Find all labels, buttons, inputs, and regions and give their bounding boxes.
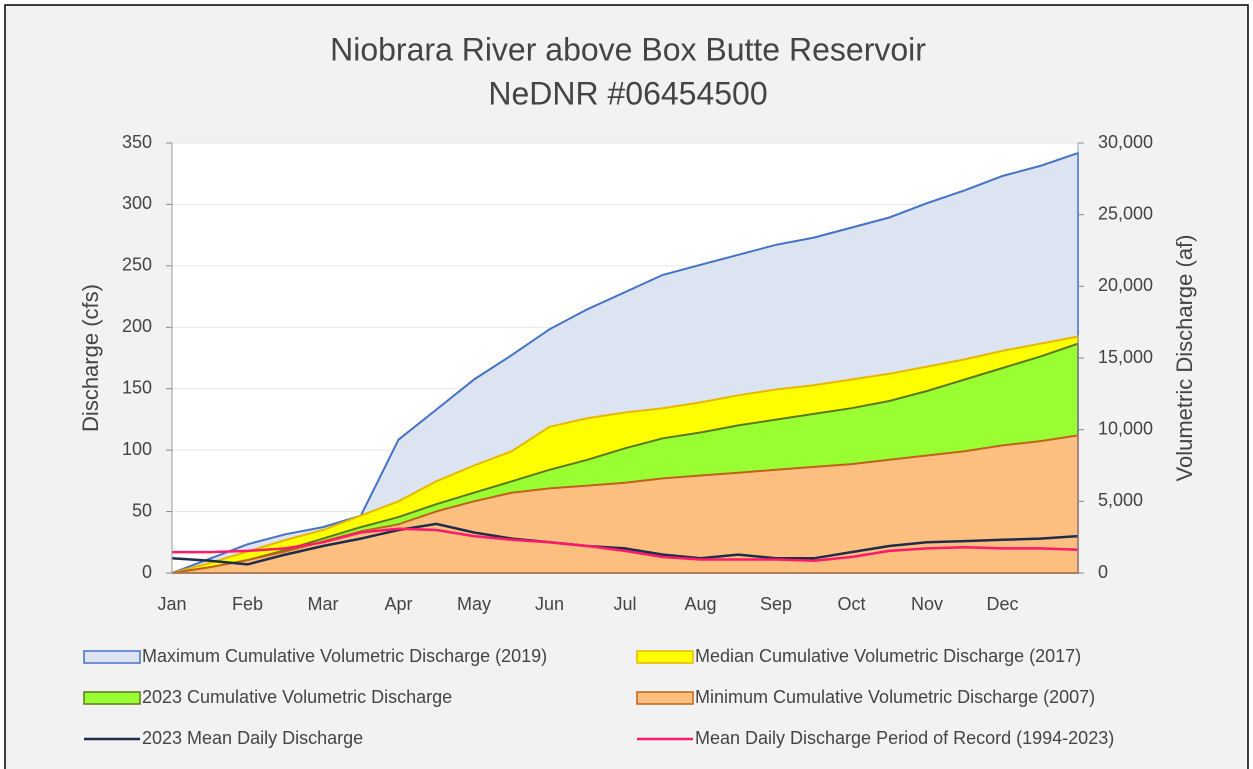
y-tick-label: 200 (122, 316, 152, 336)
y2-tick-label: 0 (1098, 562, 1108, 582)
x-tick-label: Jan (157, 594, 186, 614)
y2-tick-label: 30,000 (1098, 132, 1153, 152)
x-tick-label: Sep (760, 594, 792, 614)
x-tick-label: Jun (535, 594, 564, 614)
x-tick-label: Feb (232, 594, 263, 614)
y-axis-label: Discharge (cfs) (78, 284, 103, 432)
legend-swatch (83, 691, 141, 705)
legend-label: 2023 Cumulative Volumetric Discharge (142, 687, 452, 707)
legend-label: Median Cumulative Volumetric Discharge (… (695, 646, 1081, 666)
x-tick-label: Jul (613, 594, 636, 614)
line (172, 527, 1079, 562)
y2-tick-label: 25,000 (1098, 203, 1153, 223)
y-tick-label: 300 (122, 193, 152, 213)
x-tick-label: Dec (986, 594, 1018, 614)
legend-swatch (636, 691, 694, 705)
legend-label: Minimum Cumulative Volumetric Discharge … (695, 687, 1095, 707)
chart-subtitle: NeDNR #06454500 (488, 75, 767, 111)
x-tick-label: Apr (384, 594, 412, 614)
line (171, 522, 1079, 566)
y-tick-label: 50 (132, 500, 152, 520)
x-tick-label: Aug (684, 594, 716, 614)
y2-axis-label: Volumetric Discharge (af) (1172, 235, 1197, 482)
x-tick-label: May (457, 594, 491, 614)
y-tick-label: 350 (122, 132, 152, 152)
y-tick-label: 100 (122, 439, 152, 459)
legend-label: Maximum Cumulative Volumetric Discharge … (142, 646, 547, 666)
chart-title: Niobrara River above Box Butte Reservoir (330, 31, 926, 67)
y2-tick-label: 20,000 (1098, 275, 1153, 295)
legend-label: 2023 Mean Daily Discharge (142, 728, 363, 748)
y2-tick-label: 5,000 (1098, 490, 1143, 510)
y-tick-label: 0 (142, 562, 152, 582)
y-tick-label: 150 (122, 377, 152, 397)
y-tick-label: 250 (122, 255, 152, 275)
x-tick-label: Oct (837, 594, 865, 614)
x-tick-label: Mar (308, 594, 339, 614)
legend-swatch (636, 650, 694, 664)
y2-tick-label: 10,000 (1098, 418, 1153, 438)
legend-label: Mean Daily Discharge Period of Record (1… (695, 728, 1114, 748)
y2-tick-label: 15,000 (1098, 347, 1153, 367)
x-tick-label: Nov (911, 594, 943, 614)
legend-swatch (83, 650, 141, 664)
